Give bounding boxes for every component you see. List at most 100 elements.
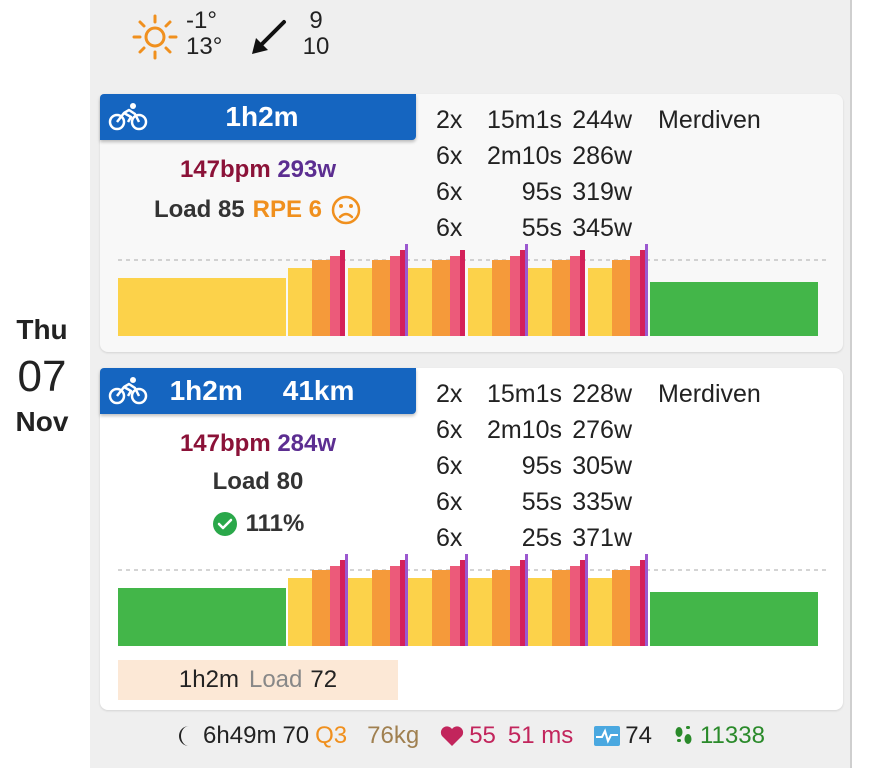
recovery-block: [408, 268, 432, 336]
sad-face-icon[interactable]: [330, 194, 362, 226]
activity-header[interactable]: 1h2m: [100, 94, 416, 140]
rpe-value: RPE 6: [252, 196, 323, 223]
interval-2m10s-bar: [492, 260, 510, 336]
recovery-block: [528, 268, 552, 336]
avg-power: 284w: [277, 430, 337, 457]
interval-55s-bar: [340, 560, 345, 646]
interval-2m10s-bar: [612, 570, 630, 646]
cooldown-block: [650, 592, 818, 646]
footsteps-icon: [675, 726, 692, 744]
interval-2m10s-bar: [552, 260, 570, 336]
interval-55s-bar: [520, 250, 525, 336]
interval-55s-bar: [460, 560, 465, 646]
day-date: 07: [17, 352, 67, 401]
bike-icon: [108, 103, 148, 131]
interval-2m10s-bar: [492, 570, 510, 646]
interval-95s-bar: [630, 566, 640, 646]
heart-icon: [441, 726, 464, 746]
interval-95s-bar: [450, 256, 460, 336]
interval-95s-bar: [390, 566, 400, 646]
interval-summary: 2x 15m1s 244w 6x 2m10s 286w 6x 95s 319w 6x 55s 3…: [436, 106, 632, 242]
warmup-tempo-block: [118, 278, 286, 336]
planned-duration: 1h2m: [178, 666, 239, 693]
wellness-bar[interactable]: 6h49m 70 Q3 76kg 55 51 ms 74 11: [90, 716, 850, 756]
interval-25s-bar: [525, 554, 528, 646]
interval-55s-bar: [580, 250, 585, 336]
interval-55s-bar: [640, 560, 645, 646]
day-month: Nov: [15, 406, 69, 437]
activity-distance: 41km: [282, 375, 355, 406]
interval-95s-bar: [570, 566, 580, 646]
interval-95s-bar: [330, 256, 340, 336]
interval-2m10s-bar: [372, 570, 390, 646]
interval-55s-bar: [460, 250, 465, 336]
avg-heart-rate: 147bpm: [179, 156, 271, 183]
recovery-block: [528, 578, 552, 646]
interval-55s-bar: [340, 250, 345, 336]
temp-low: -1°: [186, 7, 217, 34]
heart-rate-monitor-icon: [594, 726, 621, 746]
wind-gust: 10: [302, 33, 330, 60]
interval-25s-bar: [405, 554, 408, 646]
interval-25s-bar: [585, 554, 588, 646]
warmup-endurance-block: [118, 588, 286, 646]
interval-2m10s-bar: [312, 570, 330, 646]
activity-location: Merdiven: [658, 106, 761, 134]
workout-power-chart[interactable]: [118, 244, 828, 344]
recovery-block: [408, 578, 432, 646]
interval-95s-bar: [510, 256, 520, 336]
recovery-block: [468, 268, 492, 336]
interval-95s-bar: [630, 256, 640, 336]
sleep-score: 70: [282, 722, 310, 749]
interval-55s-bar: [520, 560, 525, 646]
interval-25s-bar: [345, 554, 348, 646]
interval-55s-bar: [400, 250, 405, 336]
scrollbar[interactable]: [850, 0, 881, 768]
activity-card[interactable]: 1h2m 41km 147bpm 284w Load 80 111% 2x 15m1…: [100, 368, 843, 710]
recovery-block: [468, 578, 492, 646]
interval-2m10s-bar: [432, 570, 450, 646]
training-load: Load 80: [212, 468, 304, 495]
step-count: 11338: [699, 722, 765, 749]
interval-55s-bar: [640, 250, 645, 336]
recovery-block: [588, 268, 612, 336]
recovery-block: [348, 268, 372, 336]
recovery-block: [288, 268, 312, 336]
interval-2m10s-bar: [432, 260, 450, 336]
workout-power-chart[interactable]: [118, 554, 828, 654]
interval-55s-bar: [580, 560, 585, 646]
activity-header[interactable]: 1h2m 41km: [100, 368, 416, 414]
interval-95s-bar: [570, 256, 580, 336]
avg-power: 293w: [277, 156, 337, 183]
wind-speed: 9: [309, 7, 323, 34]
recovery-block: [348, 578, 372, 646]
interval-95s-bar: [330, 566, 340, 646]
hrv-value: 51 ms: [507, 722, 574, 749]
moon-icon: [179, 726, 190, 746]
day-feed[interactable]: -1° 13° 9 10 1h2m 147bpm 293w Load: [90, 0, 850, 768]
activity-card[interactable]: 1h2m 147bpm 293w Load 85 RPE 6 2x 15m1s 24…: [100, 94, 843, 352]
activity-duration: 1h2m: [169, 375, 243, 406]
plan-compliance: 111%: [245, 510, 305, 537]
resting-heart-rate: 55: [469, 722, 496, 749]
training-load: Load 85: [153, 196, 245, 223]
interval-25s-bar: [405, 244, 408, 336]
body-weight: 76kg: [367, 722, 420, 749]
cooldown-block: [650, 282, 818, 336]
planned-load-value: 72: [310, 666, 338, 693]
interval-25s-bar: [465, 554, 468, 646]
recovery-block: [588, 578, 612, 646]
planned-workout-summary[interactable]: 1h2m Load 72: [118, 660, 398, 700]
interval-2m10s-bar: [312, 260, 330, 336]
temp-high: 13°: [186, 33, 223, 60]
recovery-block: [288, 578, 312, 646]
day-column: Thu 07 Nov: [0, 0, 90, 768]
interval-95s-bar: [390, 256, 400, 336]
avg-heart-rate: 147bpm: [179, 430, 271, 457]
interval-25s-bar: [645, 554, 648, 646]
arrow-down-left-icon: [252, 20, 286, 54]
day-weekday: Thu: [16, 314, 68, 345]
interval-95s-bar: [510, 566, 520, 646]
interval-55s-bar: [400, 560, 405, 646]
planned-load-label: Load: [248, 666, 303, 693]
